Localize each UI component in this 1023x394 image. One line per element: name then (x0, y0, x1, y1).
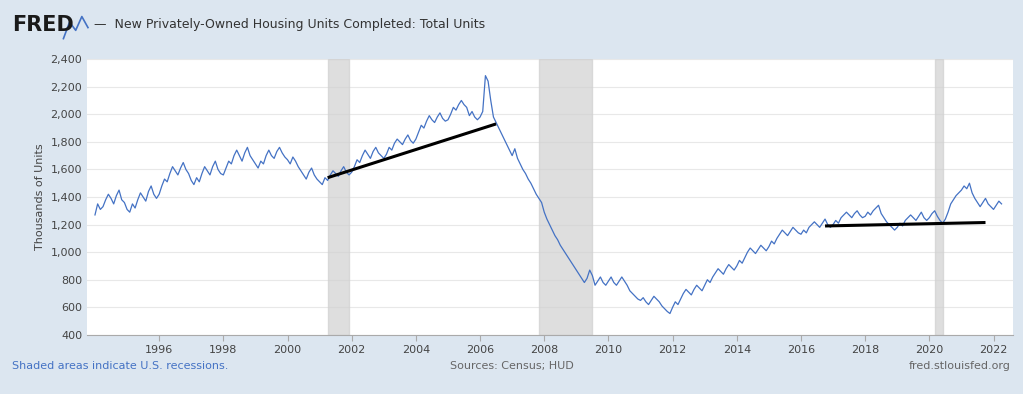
Text: Shaded areas indicate U.S. recessions.: Shaded areas indicate U.S. recessions. (12, 361, 229, 371)
Bar (539, 59, 592, 335)
Text: fred.stlouisfed.org: fred.stlouisfed.org (908, 361, 1011, 371)
Bar (935, 59, 943, 335)
Y-axis label: Thousands of Units: Thousands of Units (35, 144, 45, 250)
Text: —  New Privately-Owned Housing Units Completed: Total Units: — New Privately-Owned Housing Units Comp… (94, 19, 485, 31)
Text: FRED: FRED (12, 15, 74, 35)
Text: Sources: Census; HUD: Sources: Census; HUD (450, 361, 573, 371)
Bar (327, 59, 349, 335)
